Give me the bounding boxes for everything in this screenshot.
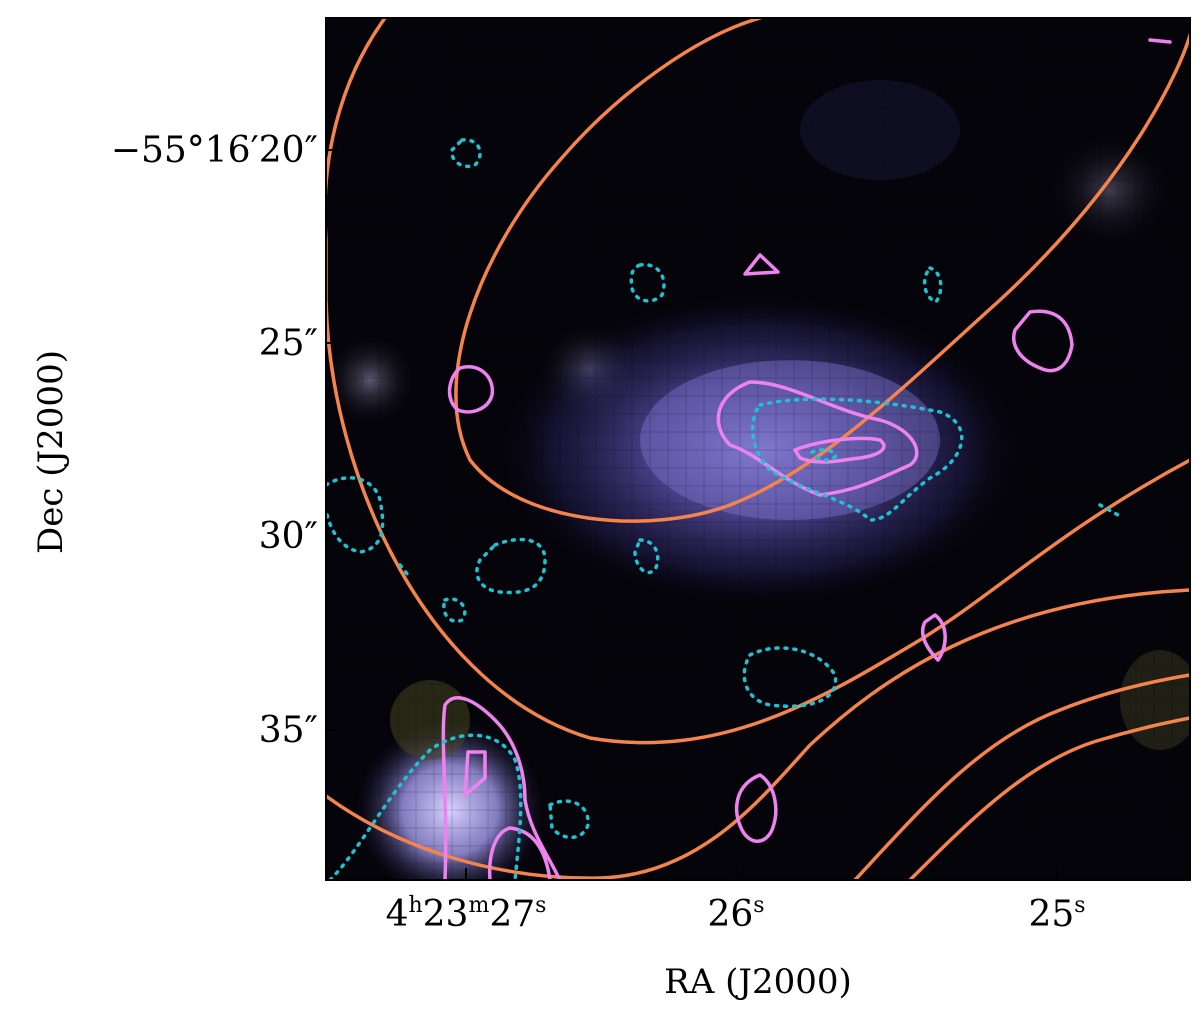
- cyan-contour-core: [810, 448, 838, 462]
- cyan-contour-main: [750, 397, 964, 522]
- x-tick-label-1: 26s: [707, 893, 764, 935]
- y-tick-label-3: 35″: [259, 710, 318, 751]
- cyan-contour-blob: [326, 476, 385, 554]
- orange-radio-contours: [326, 18, 1190, 880]
- magenta-contour-blob: [1148, 38, 1172, 44]
- cyan-contour-blob: [442, 597, 467, 623]
- cyan-contour-blob: [742, 646, 838, 708]
- magenta-contour-blob: [743, 253, 780, 276]
- plot-frame: [325, 17, 1191, 881]
- magenta-contour-left-inner: [487, 826, 552, 880]
- sky-image: [326, 18, 1190, 880]
- cyan-contour-left: [328, 733, 523, 880]
- y-tick-label-1: 25″: [259, 323, 318, 364]
- cyan-contour-blob: [450, 138, 482, 168]
- x-tick-label-2: 25s: [1028, 893, 1085, 935]
- cyan-contour-blob: [633, 538, 660, 575]
- orange-contour-lower1: [853, 673, 1190, 880]
- cyan-contour-blob: [922, 266, 943, 304]
- cyan-contour-blob: [548, 799, 590, 840]
- magenta-contours: [441, 38, 1172, 880]
- orange-contour-middle: [326, 18, 1190, 745]
- orange-contour-inner: [454, 18, 1190, 523]
- axis-ticks: [326, 149, 1058, 880]
- orange-contour-outer: [326, 588, 1190, 880]
- magenta-contour-blob: [734, 773, 778, 843]
- cyan-contour-blob: [475, 537, 547, 595]
- magenta-contour-blob: [1012, 309, 1074, 373]
- magenta-contour-blob: [920, 613, 947, 662]
- orange-contour-lower2: [908, 716, 1190, 880]
- y-tick-label-0: −55°16′20″: [111, 130, 318, 171]
- x-axis-label: RA (J2000): [664, 962, 852, 1002]
- cyan-contour-blob: [629, 263, 666, 303]
- y-axis-label: Dec (J2000): [31, 350, 71, 554]
- magenta-contour-left: [441, 696, 562, 880]
- cyan-contour-blob: [398, 563, 410, 577]
- cyan-contour-blob: [1098, 503, 1120, 517]
- x-tick-label-0: 4h23m27s: [386, 893, 547, 935]
- magenta-contour-left-core: [463, 750, 487, 797]
- y-tick-label-2: 30″: [259, 516, 318, 557]
- cyan-dotted-contours: [326, 138, 1120, 880]
- magenta-contour-core: [793, 436, 886, 464]
- magenta-contour-main: [716, 380, 919, 497]
- magenta-contour-blob: [447, 364, 495, 414]
